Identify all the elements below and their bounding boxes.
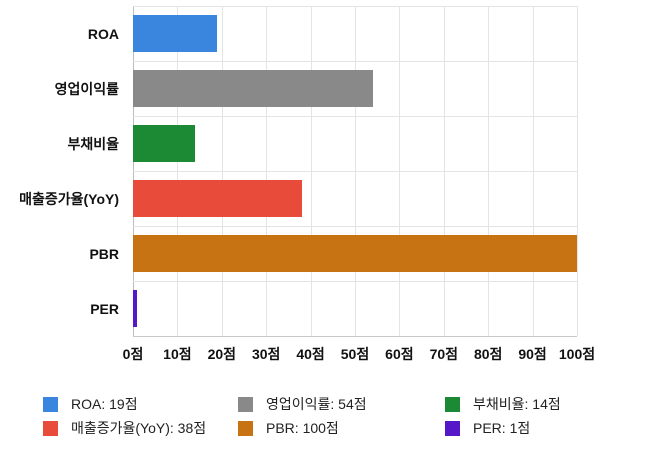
x-tick-label: 90점 (518, 346, 547, 362)
legend-label: ROA: 19점 (71, 396, 138, 412)
gridline (133, 171, 577, 172)
bar-PER[interactable] (133, 290, 138, 327)
x-tick-label: 20점 (207, 346, 237, 362)
legend-swatch (445, 420, 460, 436)
bar-영업이익률[interactable] (133, 70, 373, 107)
legend-item: 부채비율: 14점 (445, 394, 561, 414)
legend-label: PBR: 100점 (266, 420, 339, 436)
category-label: PBR (89, 245, 119, 262)
x-tick-label: 30점 (251, 346, 281, 362)
gridline (133, 281, 577, 282)
legend-label: 매출증가율(YoY): 38점 (71, 420, 207, 436)
legend-label: 영업이익률: 54점 (266, 396, 367, 412)
gridline (133, 226, 577, 227)
legend-item: 매출증가율(YoY): 38점 (43, 418, 206, 438)
x-tick-label: 50점 (340, 346, 370, 362)
bar-PBR[interactable] (133, 235, 577, 272)
x-tick-label: 80점 (473, 346, 503, 362)
bar-ROA[interactable] (133, 15, 218, 52)
x-tick-label: 100점 (558, 346, 596, 362)
legend-label: PER: 1점 (473, 420, 531, 436)
legend-swatch (445, 396, 460, 412)
legend-swatch (43, 420, 58, 436)
x-tick-label: 10점 (163, 346, 192, 362)
plot-area (133, 6, 578, 337)
legend-item: PER: 1점 (445, 418, 530, 438)
legend-item: ROA: 19점 (43, 394, 138, 414)
legend-item: 영업이익률: 54점 (238, 394, 367, 414)
x-tick-label: 70점 (429, 346, 459, 362)
category-label: 매출증가율(YoY) (19, 190, 119, 207)
legend-item: PBR: 100점 (238, 418, 339, 438)
gridline (577, 6, 578, 336)
category-label: 부채비율 (67, 135, 119, 152)
gridline (133, 61, 577, 62)
legend-swatch (43, 396, 58, 412)
bar-매출증가율(YoY)[interactable] (133, 180, 302, 217)
x-axis-line (133, 336, 577, 337)
category-label: PER (90, 300, 119, 317)
legend-swatch (238, 396, 253, 412)
category-label: 영업이익률 (54, 80, 119, 97)
x-tick-label: 60점 (385, 346, 414, 362)
gridline (133, 116, 577, 117)
bar-부채비율[interactable] (133, 125, 196, 162)
gridline (133, 6, 577, 7)
x-tick-label: 0점 (122, 346, 144, 362)
legend-label: 부채비율: 14점 (473, 396, 561, 412)
category-label: ROA (87, 25, 119, 42)
x-tick-label: 40점 (296, 346, 325, 362)
legend-swatch (238, 420, 253, 436)
